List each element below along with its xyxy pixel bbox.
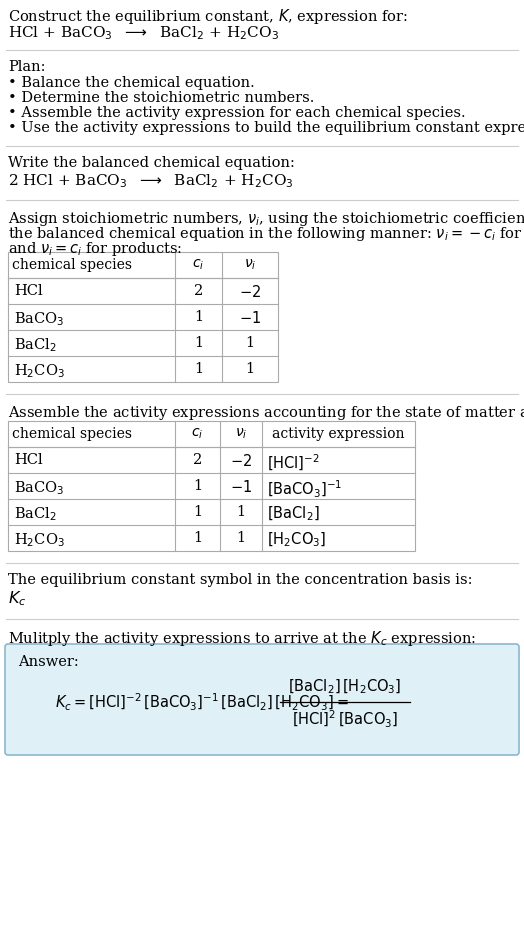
Bar [8, 252, 278, 382]
Text: • Determine the stoichiometric numbers.: • Determine the stoichiometric numbers. [8, 91, 314, 105]
Text: Assign stoichiometric numbers, $\nu_i$, using the stoichiometric coefficients, $: Assign stoichiometric numbers, $\nu_i$, … [8, 210, 524, 228]
Text: HCl + BaCO$_3$  $\longrightarrow$  BaCl$_2$ + H$_2$CO$_3$: HCl + BaCO$_3$ $\longrightarrow$ BaCl$_2… [8, 24, 279, 42]
Text: $-2$: $-2$ [230, 453, 252, 469]
Text: 1: 1 [193, 479, 202, 493]
Text: $\nu_i$: $\nu_i$ [235, 427, 247, 441]
Text: $K_c = [\mathrm{HCl}]^{-2}\,[\mathrm{BaCO_3}]^{-1}\,[\mathrm{BaCl_2}]\,[\mathrm{: $K_c = [\mathrm{HCl}]^{-2}\,[\mathrm{BaC… [55, 691, 349, 712]
Text: 2: 2 [194, 284, 203, 298]
Text: $-2$: $-2$ [239, 284, 261, 300]
Text: 1: 1 [194, 310, 203, 324]
Text: $[\mathrm{HCl}]^2\,[\mathrm{BaCO_3}]$: $[\mathrm{HCl}]^2\,[\mathrm{BaCO_3}]$ [292, 708, 398, 729]
Text: BaCl$_2$: BaCl$_2$ [14, 336, 57, 354]
Text: Assemble the activity expressions accounting for the state of matter and $\nu_i$: Assemble the activity expressions accoun… [8, 404, 524, 422]
Text: The equilibrium constant symbol in the concentration basis is:: The equilibrium constant symbol in the c… [8, 573, 473, 587]
Text: BaCO$_3$: BaCO$_3$ [14, 310, 64, 328]
Text: chemical species: chemical species [12, 258, 132, 272]
Text: $-1$: $-1$ [230, 479, 252, 495]
Text: $K_c$: $K_c$ [8, 589, 26, 608]
Text: $[\mathrm{BaCl_2}]\,[\mathrm{H_2CO_3}]$: $[\mathrm{BaCl_2}]\,[\mathrm{H_2CO_3}]$ [288, 678, 402, 696]
Text: BaCO$_3$: BaCO$_3$ [14, 479, 64, 496]
Text: H$_2$CO$_3$: H$_2$CO$_3$ [14, 531, 65, 549]
Bar [8, 421, 415, 551]
Text: 1: 1 [245, 336, 255, 350]
Text: 1: 1 [193, 531, 202, 545]
Text: $[\mathrm{HCl}]^{-2}$: $[\mathrm{HCl}]^{-2}$ [267, 453, 320, 473]
Text: the balanced chemical equation in the following manner: $\nu_i = -c_i$ for react: the balanced chemical equation in the fo… [8, 225, 524, 243]
Text: 1: 1 [236, 531, 246, 545]
Text: 1: 1 [194, 336, 203, 350]
Text: Answer:: Answer: [18, 655, 79, 669]
Text: activity expression: activity expression [272, 427, 405, 441]
Text: 2: 2 [193, 453, 202, 467]
Text: and $\nu_i = c_i$ for products:: and $\nu_i = c_i$ for products: [8, 240, 182, 258]
Text: 2 HCl + BaCO$_3$  $\longrightarrow$  BaCl$_2$ + H$_2$CO$_3$: 2 HCl + BaCO$_3$ $\longrightarrow$ BaCl$… [8, 172, 293, 189]
FancyBboxPatch shape [5, 644, 519, 755]
Text: $-1$: $-1$ [239, 310, 261, 326]
Text: Plan:: Plan: [8, 60, 46, 74]
Text: Mulitply the activity expressions to arrive at the $K_c$ expression:: Mulitply the activity expressions to arr… [8, 629, 476, 648]
Text: 1: 1 [194, 362, 203, 376]
Text: $c_i$: $c_i$ [191, 427, 204, 441]
Text: 1: 1 [236, 505, 246, 519]
Text: BaCl$_2$: BaCl$_2$ [14, 505, 57, 523]
Text: $[\mathrm{BaCl_2}]$: $[\mathrm{BaCl_2}]$ [267, 505, 320, 523]
Text: • Balance the chemical equation.: • Balance the chemical equation. [8, 76, 255, 90]
Text: $[\mathrm{BaCO_3}]^{-1}$: $[\mathrm{BaCO_3}]^{-1}$ [267, 479, 343, 500]
Text: 1: 1 [245, 362, 255, 376]
Text: $\nu_i$: $\nu_i$ [244, 258, 256, 272]
Text: Construct the equilibrium constant, $K$, expression for:: Construct the equilibrium constant, $K$,… [8, 7, 408, 26]
Text: Write the balanced chemical equation:: Write the balanced chemical equation: [8, 156, 295, 170]
Text: $[\mathrm{H_2CO_3}]$: $[\mathrm{H_2CO_3}]$ [267, 531, 326, 550]
Text: chemical species: chemical species [12, 427, 132, 441]
Text: • Assemble the activity expression for each chemical species.: • Assemble the activity expression for e… [8, 106, 466, 120]
Text: HCl: HCl [14, 453, 42, 467]
Text: HCl: HCl [14, 284, 42, 298]
Text: 1: 1 [193, 505, 202, 519]
Text: • Use the activity expressions to build the equilibrium constant expression.: • Use the activity expressions to build … [8, 121, 524, 135]
Text: $c_i$: $c_i$ [192, 258, 205, 272]
Text: H$_2$CO$_3$: H$_2$CO$_3$ [14, 362, 65, 379]
